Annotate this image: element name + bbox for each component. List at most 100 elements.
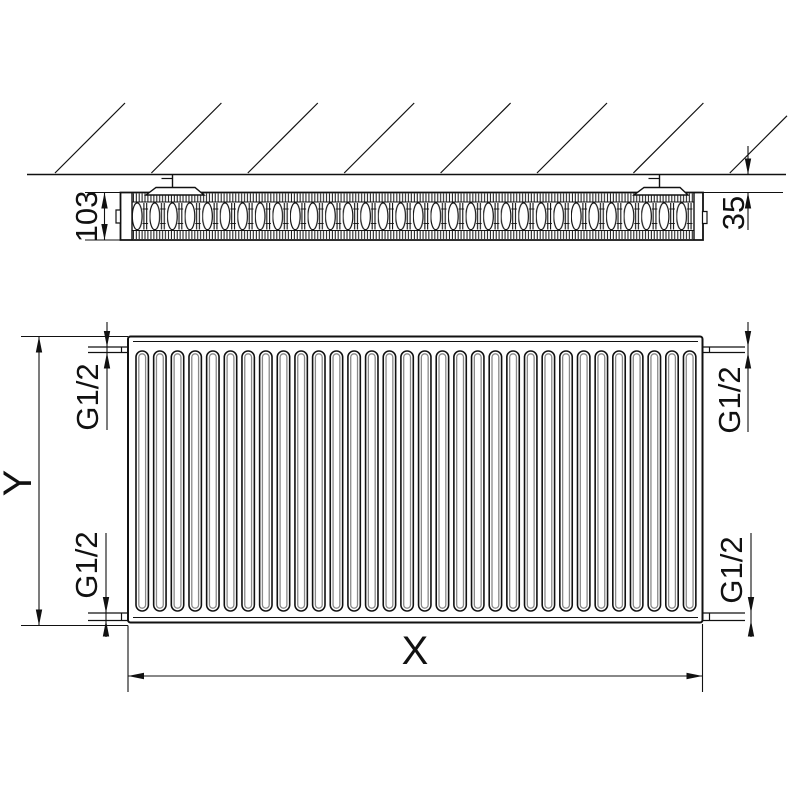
arrowhead-up (747, 620, 755, 637)
tube-outer (260, 351, 272, 611)
arrowhead-right (686, 672, 703, 680)
left-connection-stub-top-view (116, 210, 121, 223)
tube-inner (527, 354, 534, 608)
tube-inner (616, 354, 623, 608)
connection-thread-label: G1/2 (69, 531, 104, 598)
wall-hatching (55, 103, 787, 173)
arrowhead-down (101, 224, 108, 240)
tube-outer (454, 351, 466, 611)
tube-outer (648, 351, 660, 611)
radiator-top-view (116, 193, 707, 241)
tube-inner (262, 354, 269, 608)
hatch-line (55, 103, 125, 173)
tube-inner (209, 354, 216, 608)
tube-outer (295, 351, 307, 611)
tube-outer (277, 351, 289, 611)
tube-inner (174, 354, 181, 608)
tube-outer (348, 351, 360, 611)
tube-inner (669, 354, 676, 608)
tube-outer (171, 351, 183, 611)
hatch-line (730, 116, 787, 173)
tube-inner (368, 354, 375, 608)
dimension-depth-103: 103 (69, 191, 120, 243)
tube-outer (578, 351, 590, 611)
arrowhead-up (102, 620, 110, 637)
tube-inner (474, 354, 481, 608)
corrugation-tubes (136, 351, 696, 611)
tube-outer (683, 351, 695, 611)
hatch-line (151, 103, 221, 173)
connection-thread-label: G1/2 (714, 536, 749, 603)
tube-outer (242, 351, 254, 611)
bracket-base (634, 188, 688, 196)
tube-outer (560, 351, 572, 611)
tube-inner (492, 354, 499, 608)
arrowhead-up (101, 192, 108, 209)
tube-inner (351, 354, 358, 608)
stub-bottom-right (703, 613, 745, 621)
dimension-connection-bottom-left: G1/2 (69, 531, 106, 637)
tube-outer (595, 351, 607, 611)
depth-dimension-label: 103 (69, 191, 104, 243)
tube-inner (139, 354, 146, 608)
tube-outer (542, 351, 554, 611)
tube-outer (507, 351, 519, 611)
arrowhead-up (744, 192, 752, 209)
top-view: 103 35 (27, 103, 787, 242)
tube-inner (333, 354, 340, 608)
tube-outer (366, 351, 378, 611)
tube-inner (421, 354, 428, 608)
arrowhead-down (102, 597, 110, 613)
hatch-line (633, 103, 703, 173)
tube-inner (545, 354, 552, 608)
tube-outer (419, 351, 431, 611)
hatch-line (441, 103, 511, 173)
wall-gap-dimension-label: 35 (716, 196, 751, 230)
convector-fin-pattern (132, 192, 694, 240)
arrowhead-up (103, 352, 111, 369)
tube-outer (666, 351, 678, 611)
tube-inner (315, 354, 322, 608)
stub-top-right (703, 347, 745, 353)
front-view: G1/2 G1/2 G1/2 G1/2 Y X (0, 322, 751, 692)
arrowhead-left (128, 672, 144, 680)
hatch-line (537, 103, 607, 173)
width-dimension-label: X (402, 629, 429, 673)
tube-inner (386, 354, 393, 608)
tube-inner (510, 354, 517, 608)
tube-inner (298, 354, 305, 608)
tube-outer (525, 351, 537, 611)
right-connection-stub-top-view (703, 212, 708, 224)
arrowhead-down (35, 609, 43, 626)
tube-inner (156, 354, 163, 608)
tube-inner (227, 354, 234, 608)
tube-outer (330, 351, 342, 611)
arrowhead-down (744, 331, 752, 347)
tube-inner (580, 354, 587, 608)
tube-outer (613, 351, 625, 611)
tube-outer (224, 351, 236, 611)
height-dimension-label: Y (0, 470, 40, 497)
wall-bracket-right (634, 175, 688, 195)
tube-outer (207, 351, 219, 611)
dimension-connection-top-left: G1/2 (70, 322, 107, 431)
tube-outer (472, 351, 484, 611)
tube-inner (457, 354, 464, 608)
bracket-base (146, 188, 204, 196)
arrowhead-down (747, 597, 755, 613)
radiator-front-outline (128, 337, 703, 623)
tube-inner (404, 354, 411, 608)
dimension-connection-top-right: G1/2 (712, 322, 748, 434)
tube-outer (630, 351, 642, 611)
tube-inner (686, 354, 693, 608)
dimension-connection-bottom-right: G1/2 (714, 533, 751, 637)
connection-thread-label: G1/2 (712, 366, 747, 433)
connection-thread-label: G1/2 (70, 363, 105, 430)
tube-outer (136, 351, 148, 611)
arrowhead-down (103, 331, 111, 347)
arrowhead-up (744, 352, 752, 369)
tube-inner (563, 354, 570, 608)
hatch-line (248, 103, 318, 173)
